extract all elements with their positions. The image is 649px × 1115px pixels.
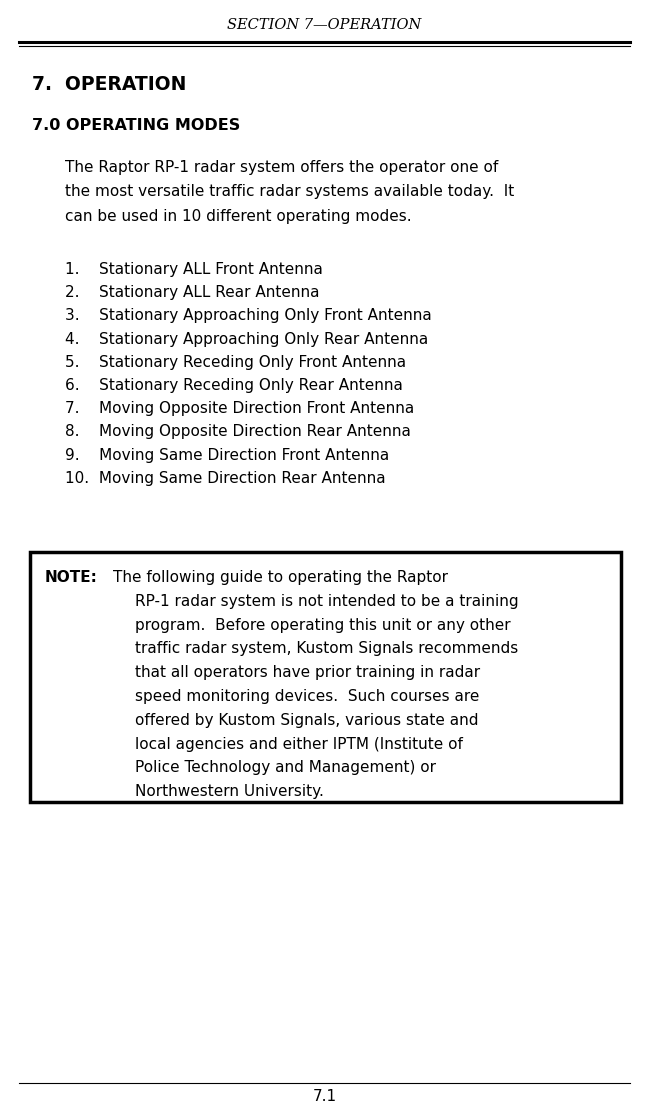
Text: local agencies and either IPTM (Institute of: local agencies and either IPTM (Institut… bbox=[135, 737, 463, 752]
Text: traffic radar system, Kustom Signals recommends: traffic radar system, Kustom Signals rec… bbox=[135, 641, 519, 657]
Text: 7.1: 7.1 bbox=[312, 1089, 337, 1104]
FancyBboxPatch shape bbox=[30, 552, 621, 802]
Text: 9.    Moving Same Direction Front Antenna: 9. Moving Same Direction Front Antenna bbox=[65, 447, 389, 463]
Text: 6.    Stationary Receding Only Rear Antenna: 6. Stationary Receding Only Rear Antenna bbox=[65, 378, 403, 392]
Text: 7.  OPERATION: 7. OPERATION bbox=[32, 75, 186, 94]
Text: 3.    Stationary Approaching Only Front Antenna: 3. Stationary Approaching Only Front Ant… bbox=[65, 309, 432, 323]
Text: program.  Before operating this unit or any other: program. Before operating this unit or a… bbox=[135, 618, 511, 632]
Text: 10.  Moving Same Direction Rear Antenna: 10. Moving Same Direction Rear Antenna bbox=[65, 471, 386, 486]
Text: Northwestern University.: Northwestern University. bbox=[135, 784, 324, 799]
Text: RP-1 radar system is not intended to be a training: RP-1 radar system is not intended to be … bbox=[135, 594, 519, 609]
Text: 7.0 OPERATING MODES: 7.0 OPERATING MODES bbox=[32, 118, 240, 133]
Text: The following guide to operating the Raptor: The following guide to operating the Rap… bbox=[113, 570, 448, 585]
Text: 7.    Moving Opposite Direction Front Antenna: 7. Moving Opposite Direction Front Anten… bbox=[65, 401, 414, 416]
Text: 5.    Stationary Receding Only Front Antenna: 5. Stationary Receding Only Front Antenn… bbox=[65, 355, 406, 370]
Text: 2.    Stationary ALL Rear Antenna: 2. Stationary ALL Rear Antenna bbox=[65, 285, 319, 300]
Text: Police Technology and Management) or: Police Technology and Management) or bbox=[135, 760, 436, 775]
Text: SECTION 7—OPERATION: SECTION 7—OPERATION bbox=[227, 18, 422, 32]
Text: 1.    Stationary ALL Front Antenna: 1. Stationary ALL Front Antenna bbox=[65, 262, 323, 277]
Text: NOTE:: NOTE: bbox=[45, 570, 98, 585]
Text: speed monitoring devices.  Such courses are: speed monitoring devices. Such courses a… bbox=[135, 689, 480, 704]
Text: can be used in 10 different operating modes.: can be used in 10 different operating mo… bbox=[65, 209, 411, 224]
Text: The Raptor RP-1 radar system offers the operator one of: The Raptor RP-1 radar system offers the … bbox=[65, 159, 498, 175]
Text: offered by Kustom Signals, various state and: offered by Kustom Signals, various state… bbox=[135, 712, 478, 728]
Text: 4.    Stationary Approaching Only Rear Antenna: 4. Stationary Approaching Only Rear Ante… bbox=[65, 331, 428, 347]
Text: that all operators have prior training in radar: that all operators have prior training i… bbox=[135, 666, 480, 680]
Text: 8.    Moving Opposite Direction Rear Antenna: 8. Moving Opposite Direction Rear Antenn… bbox=[65, 425, 411, 439]
Text: the most versatile traffic radar systems available today.  It: the most versatile traffic radar systems… bbox=[65, 184, 514, 200]
